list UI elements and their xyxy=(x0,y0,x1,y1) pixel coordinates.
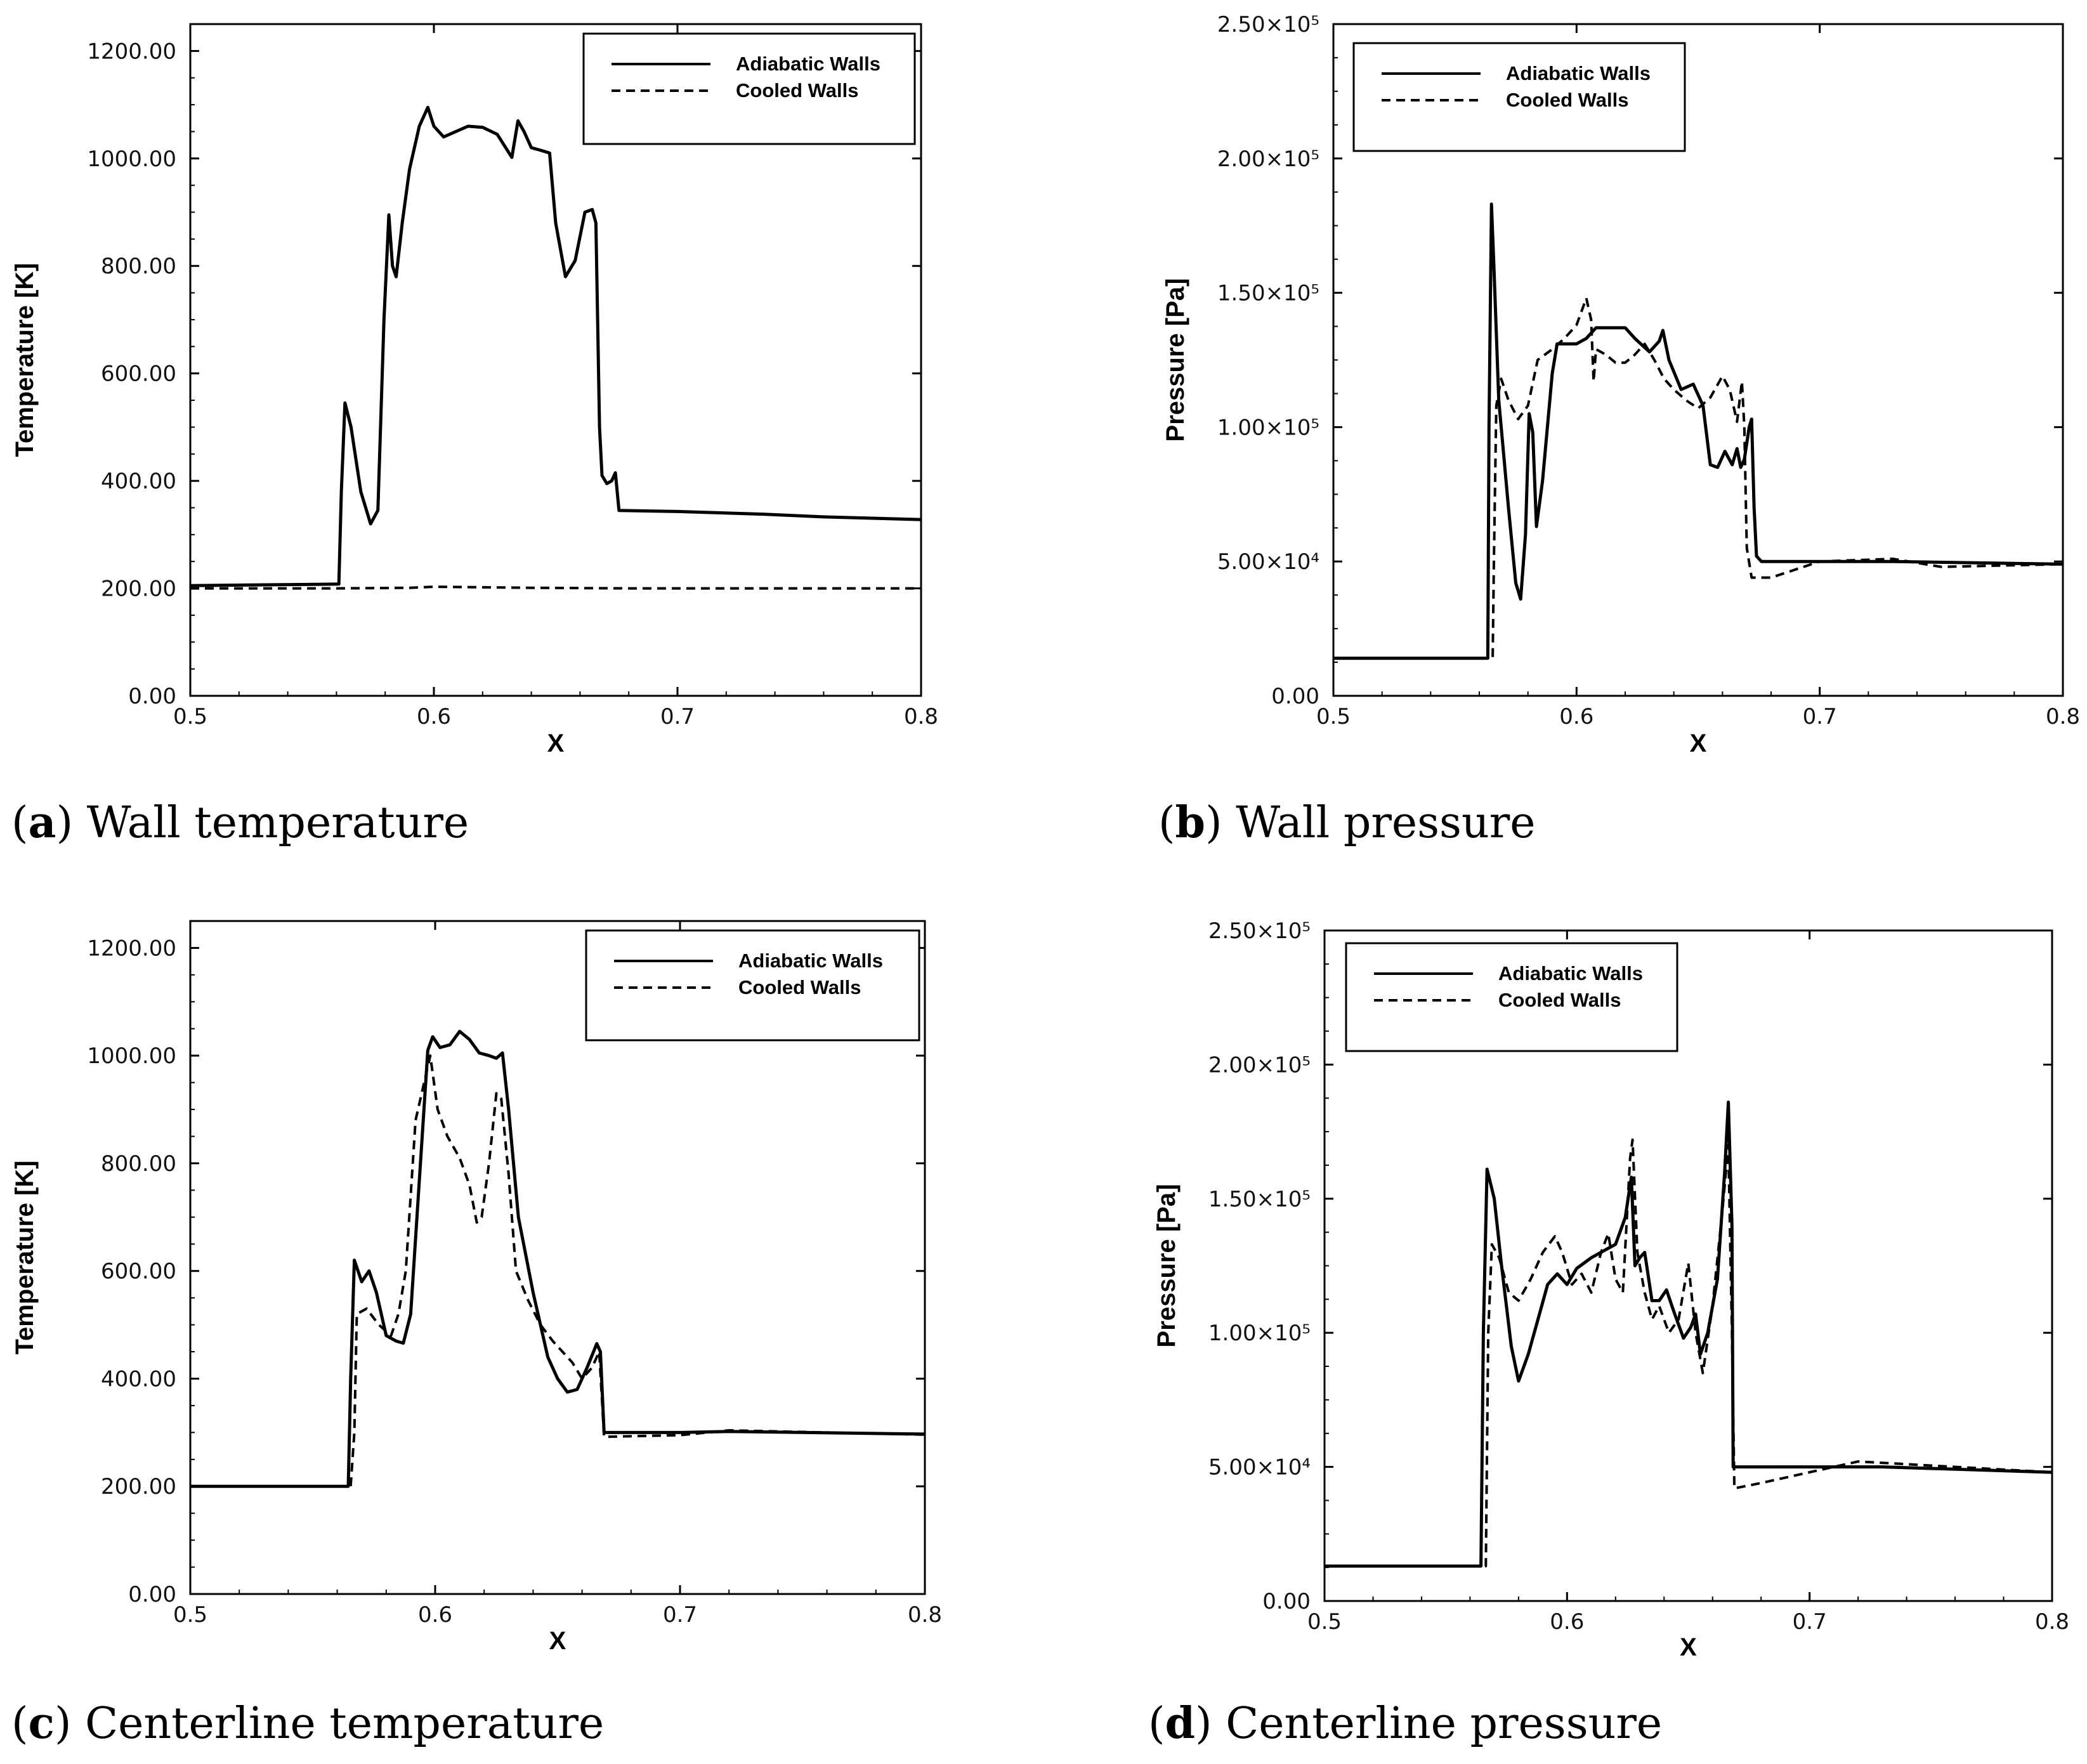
caption-c-letter: c xyxy=(29,1698,55,1749)
y-tick-label-a: 0.00 xyxy=(128,684,176,709)
y-tick-label-c: 200.00 xyxy=(101,1474,176,1499)
legend-label-adiabatic-walls-d: Adiabatic Walls xyxy=(1498,962,1643,984)
y-axis-title-a: Temperature [K] xyxy=(11,263,39,457)
y-tick-label-c: 0.00 xyxy=(128,1582,176,1607)
x-tick-label-d: 0.5 xyxy=(1307,1609,1342,1635)
y-tick-label-b: 0.00 xyxy=(1271,684,1319,709)
plot-frame-c xyxy=(189,920,926,1595)
y-axis-title-c: Temperature [K] xyxy=(11,1161,39,1355)
x-tick-label-a: 0.5 xyxy=(173,704,207,729)
series-line-adiabatic-walls-b xyxy=(1333,202,2063,660)
x-tick-label-a: 0.6 xyxy=(417,704,451,729)
caption-d: (d) Centerline pressure xyxy=(1148,1698,1662,1749)
x-tick-label-d: 0.8 xyxy=(2035,1609,2069,1635)
caption-a-text: Wall temperature xyxy=(87,798,469,848)
y-tick-label-a: 400.00 xyxy=(101,469,176,494)
caption-b-text: Wall pressure xyxy=(1236,798,1535,848)
x-tick-label-d: 0.7 xyxy=(1793,1609,1827,1635)
legend-label-cooled-walls-c: Cooled Walls xyxy=(738,976,861,998)
y-tick-label-b: 2.00×10⁵ xyxy=(1217,147,1319,172)
legend-box-b xyxy=(1352,42,1686,152)
caption-d-text: Centerline pressure xyxy=(1226,1699,1662,1749)
x-tick-label-b: 0.8 xyxy=(2046,704,2080,729)
legend-label-cooled-walls-d: Cooled Walls xyxy=(1498,989,1621,1011)
y-tick-label-c: 1200.00 xyxy=(87,936,176,961)
caption-b: (b) Wall pressure xyxy=(1158,797,1535,848)
caption-d-letter: d xyxy=(1165,1698,1196,1749)
y-tick-label-a: 600.00 xyxy=(101,362,176,387)
chart-panel-b: 0.5 0.6 0.7 0.8 0.00 5.00×10⁴ 1.00×10⁵ 1.50×10⁵… xyxy=(1161,12,2080,757)
series-line-adiabatic-walls-c xyxy=(190,1029,925,1488)
x-tick-label-c: 0.5 xyxy=(173,1602,207,1628)
x-tick-label-a: 0.8 xyxy=(904,704,938,729)
y-tick-label-d: 0.00 xyxy=(1262,1589,1311,1614)
legend-box-c xyxy=(585,929,920,1042)
y-tick-label-c: 1000.00 xyxy=(87,1043,176,1069)
y-tick-label-a: 800.00 xyxy=(101,254,176,279)
legend-label-adiabatic-walls-c: Adiabatic Walls xyxy=(738,950,883,972)
x-axis-title-c: X xyxy=(549,1627,566,1655)
caption-c-text: Centerline temperature xyxy=(85,1699,604,1749)
legend-label-adiabatic-walls-a: Adiabatic Walls xyxy=(736,53,880,75)
y-tick-label-a: 200.00 xyxy=(101,577,176,602)
y-tick-label-c: 400.00 xyxy=(101,1366,176,1392)
y-tick-label-d: 1.00×10⁵ xyxy=(1208,1321,1311,1346)
y-tick-label-d: 2.50×10⁵ xyxy=(1208,918,1311,944)
y-tick-label-a: 1200.00 xyxy=(87,39,176,64)
y-axis-title-d: Pressure [Pa] xyxy=(1153,1184,1181,1348)
legend-box-d xyxy=(1345,942,1678,1052)
y-tick-label-c: 600.00 xyxy=(101,1259,176,1284)
legend-label-cooled-walls-a: Cooled Walls xyxy=(736,79,858,101)
x-tick-label-c: 0.8 xyxy=(908,1602,942,1628)
y-tick-label-d: 5.00×10⁴ xyxy=(1208,1455,1311,1480)
caption-a-letter: a xyxy=(29,797,56,848)
series-line-cooled-walls-a xyxy=(190,585,921,590)
caption-b-letter: b xyxy=(1175,797,1206,848)
y-tick-label-b: 1.00×10⁵ xyxy=(1217,415,1319,440)
x-tick-label-b: 0.6 xyxy=(1559,704,1593,729)
x-tick-label-c: 0.6 xyxy=(418,1602,452,1628)
series-line-adiabatic-walls-a xyxy=(190,105,921,587)
y-tick-label-b: 5.00×10⁴ xyxy=(1217,549,1319,575)
caption-a: (a) Wall temperature xyxy=(11,797,469,848)
legend-label-adiabatic-walls-b: Adiabatic Walls xyxy=(1506,62,1651,84)
y-axis-title-b: Pressure [Pa] xyxy=(1161,278,1189,442)
plot-frame-a xyxy=(189,23,922,697)
series-line-cooled-walls-b xyxy=(1333,297,2063,660)
chart-panel-d: 0.5 0.6 0.7 0.8 0.00 5.00×10⁴ 1.00×10⁵ 1.50×10⁵… xyxy=(1153,918,2069,1661)
series-line-adiabatic-walls-d xyxy=(1325,1101,2052,1568)
y-tick-label-d: 1.50×10⁵ xyxy=(1208,1187,1311,1212)
series-line-cooled-walls-d xyxy=(1325,1138,2052,1567)
y-tick-label-b: 1.50×10⁵ xyxy=(1217,281,1319,306)
x-axis-title-b: X xyxy=(1690,729,1707,757)
y-tick-label-c: 800.00 xyxy=(101,1151,176,1177)
x-axis-title-a: X xyxy=(547,729,565,757)
legend-label-cooled-walls-b: Cooled Walls xyxy=(1506,89,1628,111)
y-tick-label-a: 1000.00 xyxy=(87,147,176,172)
series-line-cooled-walls-c xyxy=(190,1054,925,1488)
legend-box-a xyxy=(582,32,916,145)
chart-panel-a: 0.5 0.6 0.7 0.8 0.00 200.00 400.00 600.00 800.00… xyxy=(11,23,938,757)
x-tick-label-d: 0.6 xyxy=(1550,1609,1584,1635)
x-tick-label-c: 0.7 xyxy=(663,1602,697,1628)
chart-panel-c: 0.5 0.6 0.7 0.8 0.00 200.00 400.00 600.00 800.00… xyxy=(11,920,942,1655)
x-tick-label-b: 0.7 xyxy=(1803,704,1837,729)
x-tick-label-a: 0.7 xyxy=(660,704,695,729)
caption-c: (c) Centerline temperature xyxy=(11,1698,604,1749)
x-axis-title-d: X xyxy=(1680,1633,1697,1661)
y-tick-label-b: 2.50×10⁵ xyxy=(1217,12,1319,37)
y-tick-label-d: 2.00×10⁵ xyxy=(1208,1052,1311,1078)
x-tick-label-b: 0.5 xyxy=(1316,704,1351,729)
